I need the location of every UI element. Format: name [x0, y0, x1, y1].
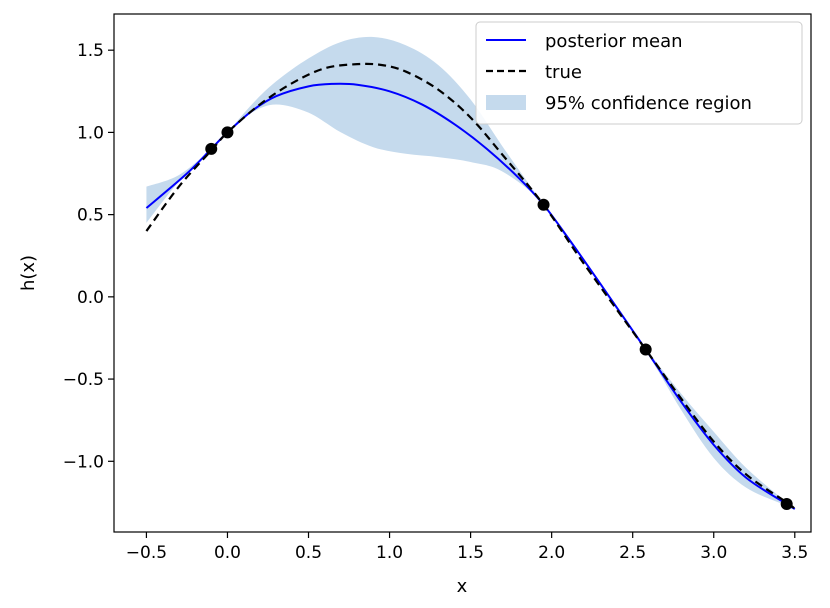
x-tick-label: 3.5: [781, 543, 808, 563]
plot-area: [145, 36, 796, 511]
legend-true-label: true: [545, 62, 582, 83]
observation-point: [537, 198, 550, 211]
x-tick-label: −0.5: [126, 543, 167, 563]
legend-box: [475, 21, 803, 125]
observation-point: [205, 142, 218, 155]
posterior-mean-line: [145, 82, 796, 510]
y-tick-label: 1.0: [77, 123, 104, 143]
observation-point: [780, 498, 793, 511]
legend-confidence-region-label: 95% confidence region: [545, 93, 752, 114]
confidence-region: [146, 36, 787, 506]
y-tick-label: 0.0: [77, 288, 104, 308]
x-tick-label: 0.0: [214, 543, 241, 563]
x-tick-label: 2.5: [619, 543, 646, 563]
x-tick-label: 3.0: [700, 543, 727, 563]
x-axis: −0.5 0.0 0.5 1.0 1.5 2.0 2.5 3.0 3.5: [126, 532, 808, 563]
true-function-line: [145, 62, 796, 510]
legend-confidence-region-swatch: [486, 95, 526, 110]
x-tick-label: 2.0: [538, 543, 565, 563]
observation-point: [221, 126, 234, 139]
observation-point: [639, 343, 652, 356]
legend-posterior-mean-label: posterior mean: [545, 31, 683, 52]
x-axis-label: x: [457, 576, 468, 597]
axes-frame: [113, 13, 812, 533]
legend: posterior mean true 95% confidence regio…: [475, 21, 803, 125]
y-axis: 1.5 1.0 0.5 0.0 −0.5 −1.0: [63, 41, 114, 472]
x-tick-label: 1.5: [457, 543, 484, 563]
y-tick-label: 1.5: [77, 41, 104, 61]
x-tick-label: 0.5: [295, 543, 322, 563]
y-tick-label: −1.0: [63, 452, 104, 472]
x-tick-label: 1.0: [376, 543, 403, 563]
y-axis-label: h(x): [18, 255, 39, 291]
y-tick-label: −0.5: [63, 370, 104, 390]
y-tick-label: 0.5: [77, 206, 104, 226]
